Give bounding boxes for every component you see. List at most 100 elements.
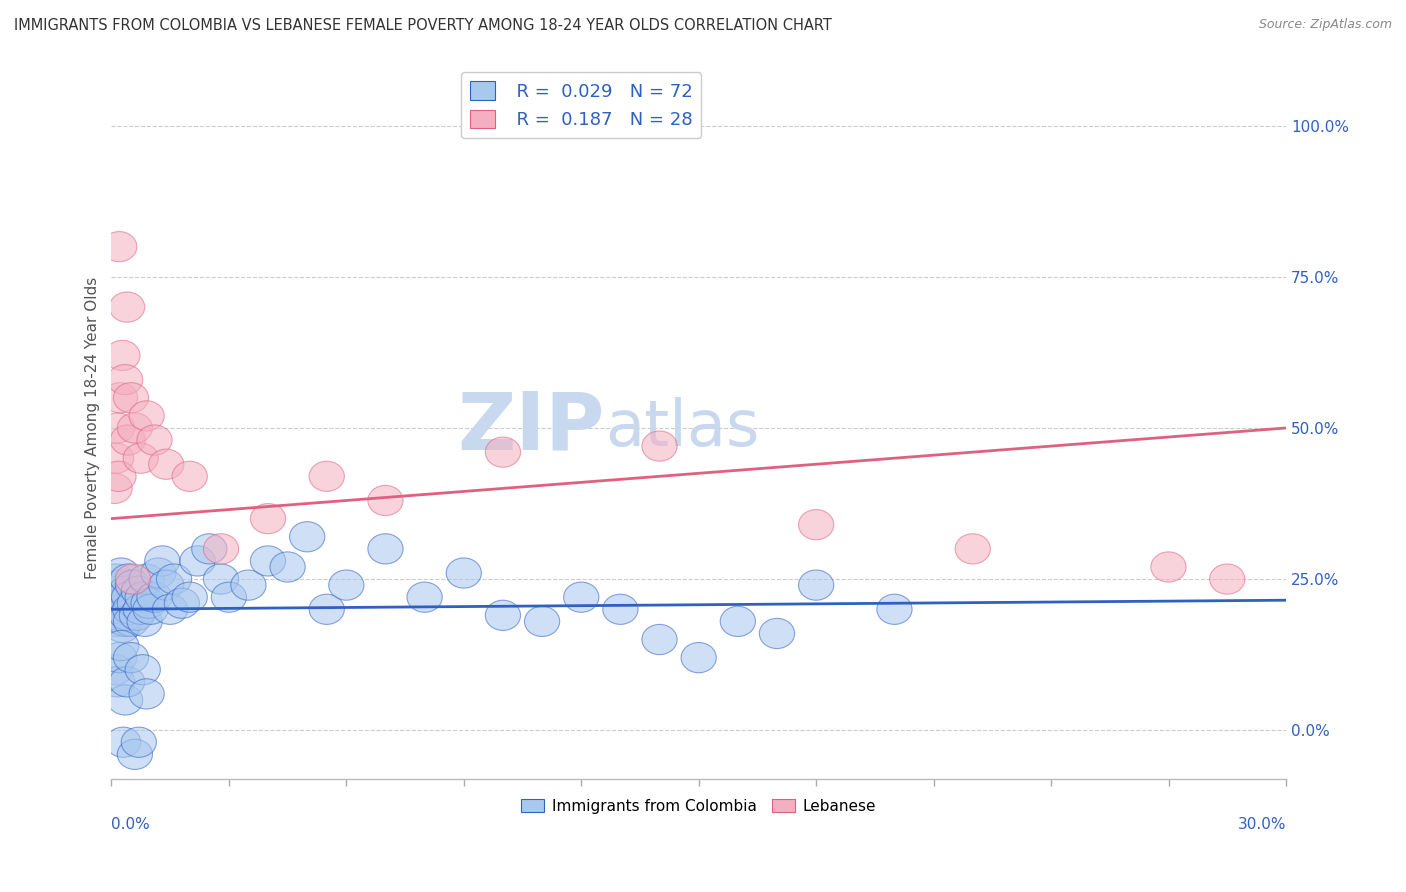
Ellipse shape (105, 341, 141, 370)
Ellipse shape (564, 582, 599, 612)
Ellipse shape (110, 292, 145, 322)
Ellipse shape (110, 600, 145, 631)
Y-axis label: Female Poverty Among 18-24 Year Olds: Female Poverty Among 18-24 Year Olds (86, 277, 100, 579)
Ellipse shape (107, 607, 143, 637)
Ellipse shape (231, 570, 266, 600)
Ellipse shape (101, 461, 136, 491)
Ellipse shape (110, 564, 145, 594)
Ellipse shape (368, 485, 404, 516)
Ellipse shape (121, 576, 156, 607)
Ellipse shape (112, 594, 148, 624)
Ellipse shape (204, 533, 239, 564)
Ellipse shape (524, 607, 560, 637)
Text: 30.0%: 30.0% (1237, 817, 1286, 832)
Ellipse shape (101, 232, 136, 261)
Ellipse shape (446, 558, 481, 588)
Ellipse shape (104, 631, 139, 661)
Ellipse shape (172, 461, 207, 491)
Ellipse shape (799, 509, 834, 540)
Ellipse shape (101, 642, 136, 673)
Ellipse shape (117, 413, 152, 443)
Ellipse shape (145, 546, 180, 576)
Text: ZIP: ZIP (457, 389, 605, 467)
Ellipse shape (125, 655, 160, 685)
Ellipse shape (125, 582, 160, 612)
Ellipse shape (955, 533, 990, 564)
Ellipse shape (250, 546, 285, 576)
Ellipse shape (105, 727, 141, 757)
Ellipse shape (114, 383, 149, 413)
Ellipse shape (100, 413, 135, 443)
Ellipse shape (141, 558, 176, 588)
Ellipse shape (120, 600, 155, 631)
Ellipse shape (1209, 564, 1244, 594)
Ellipse shape (149, 450, 184, 479)
Ellipse shape (96, 582, 131, 612)
Ellipse shape (115, 564, 150, 594)
Ellipse shape (329, 570, 364, 600)
Ellipse shape (111, 582, 146, 612)
Ellipse shape (290, 522, 325, 552)
Ellipse shape (103, 588, 138, 618)
Ellipse shape (107, 685, 143, 715)
Ellipse shape (98, 443, 134, 474)
Ellipse shape (101, 600, 136, 631)
Ellipse shape (97, 594, 132, 624)
Ellipse shape (114, 607, 149, 637)
Ellipse shape (108, 576, 143, 607)
Ellipse shape (309, 594, 344, 624)
Ellipse shape (134, 594, 169, 624)
Ellipse shape (100, 666, 135, 697)
Ellipse shape (152, 594, 188, 624)
Ellipse shape (165, 588, 200, 618)
Ellipse shape (485, 437, 520, 467)
Ellipse shape (105, 612, 141, 642)
Ellipse shape (107, 582, 142, 612)
Ellipse shape (101, 570, 136, 600)
Ellipse shape (368, 533, 404, 564)
Ellipse shape (877, 594, 912, 624)
Ellipse shape (136, 582, 172, 612)
Ellipse shape (799, 570, 834, 600)
Ellipse shape (191, 533, 226, 564)
Text: 0.0%: 0.0% (111, 817, 150, 832)
Text: Source: ZipAtlas.com: Source: ZipAtlas.com (1258, 18, 1392, 31)
Ellipse shape (136, 425, 172, 455)
Ellipse shape (124, 443, 159, 474)
Ellipse shape (309, 461, 344, 491)
Ellipse shape (104, 558, 139, 588)
Ellipse shape (759, 618, 794, 648)
Ellipse shape (204, 564, 239, 594)
Ellipse shape (107, 365, 143, 395)
Ellipse shape (131, 588, 166, 618)
Ellipse shape (124, 594, 159, 624)
Text: IMMIGRANTS FROM COLOMBIA VS LEBANESE FEMALE POVERTY AMONG 18-24 YEAR OLDS CORREL: IMMIGRANTS FROM COLOMBIA VS LEBANESE FEM… (14, 18, 832, 33)
Ellipse shape (127, 607, 162, 637)
Ellipse shape (1152, 552, 1187, 582)
Ellipse shape (129, 401, 165, 431)
Ellipse shape (643, 431, 678, 461)
Ellipse shape (114, 642, 149, 673)
Ellipse shape (129, 679, 165, 709)
Ellipse shape (643, 624, 678, 655)
Ellipse shape (117, 739, 152, 770)
Ellipse shape (97, 607, 134, 637)
Ellipse shape (98, 564, 134, 594)
Ellipse shape (110, 666, 145, 697)
Ellipse shape (105, 594, 141, 624)
Ellipse shape (97, 474, 132, 503)
Legend: Immigrants from Colombia, Lebanese: Immigrants from Colombia, Lebanese (515, 793, 882, 820)
Ellipse shape (115, 570, 150, 600)
Ellipse shape (485, 600, 520, 631)
Ellipse shape (121, 727, 156, 757)
Ellipse shape (97, 655, 134, 685)
Ellipse shape (406, 582, 443, 612)
Ellipse shape (211, 582, 246, 612)
Ellipse shape (110, 425, 145, 455)
Ellipse shape (117, 588, 152, 618)
Ellipse shape (250, 503, 285, 533)
Ellipse shape (180, 546, 215, 576)
Ellipse shape (172, 582, 207, 612)
Text: atlas: atlas (605, 397, 759, 459)
Ellipse shape (100, 576, 135, 607)
